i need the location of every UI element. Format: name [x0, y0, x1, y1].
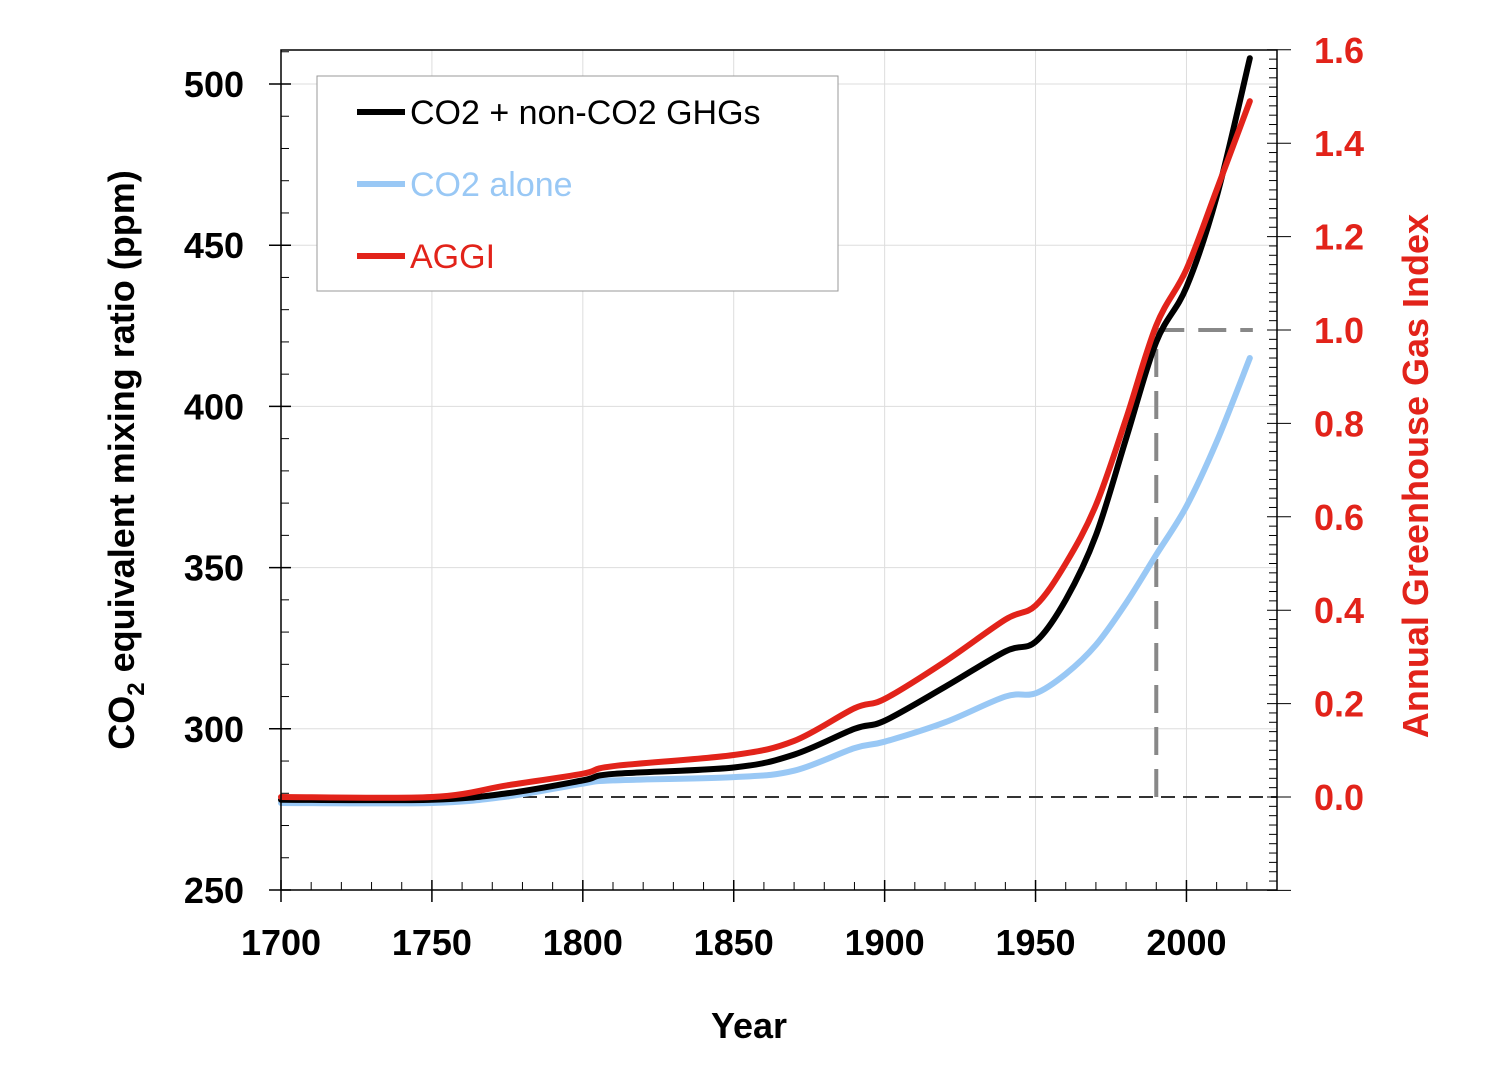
- y2-tick-label: 0.2: [1314, 684, 1364, 725]
- legend-label: CO2 + non-CO2 GHGs: [410, 94, 761, 132]
- x-axis-label: Year: [711, 1005, 787, 1046]
- y-tick-label: 500: [184, 64, 244, 105]
- y-tick-label: 250: [184, 870, 244, 911]
- x-tick-label: 1950: [995, 922, 1075, 963]
- y2-tick-labels: 0.0 0.2 0.4 0.6 0.8 1.0 1.2 1.4 1.6: [1314, 30, 1364, 818]
- series-lines: [278, 55, 1253, 807]
- series-line-0: [278, 55, 1253, 804]
- x-tick-label: 1750: [392, 922, 472, 963]
- y-tick-label: 350: [184, 548, 244, 589]
- y2-tick-label: 1.2: [1314, 217, 1364, 258]
- y2-tick-label: 1.4: [1314, 123, 1364, 164]
- reference-lines: [281, 328, 1277, 798]
- y2-tick-label: 1.0: [1314, 310, 1364, 351]
- series-line-2: [278, 98, 1253, 801]
- series-line-1: [278, 355, 1253, 807]
- x-tick-label: 2000: [1146, 922, 1226, 963]
- y-tick-label: 450: [184, 225, 244, 266]
- y2-tick-label: 0.4: [1314, 590, 1364, 631]
- x-tick-labels: 1700 1750 1800 1850 1900 1950 2000: [241, 922, 1227, 963]
- x-tick-label: 1700: [241, 922, 321, 963]
- ticks: [269, 49, 1291, 902]
- y2-tick-label: 0.8: [1314, 403, 1364, 444]
- y-tick-labels: 250 300 350 400 450 500: [184, 64, 244, 911]
- legend-label: AGGI: [410, 238, 495, 276]
- y2-tick-label: 0.0: [1314, 777, 1364, 818]
- legend: CO2 + non-CO2 GHGs CO2 alone AGGI: [316, 75, 839, 292]
- x-tick-label: 1800: [543, 922, 623, 963]
- legend-label: CO2 alone: [410, 166, 573, 204]
- y-tick-label: 300: [184, 709, 244, 750]
- y-tick-label: 400: [184, 386, 244, 427]
- x-tick-label: 1850: [694, 922, 774, 963]
- y2-axis-label: Annual Greenhouse Gas Index: [1395, 214, 1436, 738]
- y2-tick-label: 1.6: [1314, 30, 1364, 71]
- y2-tick-label: 0.6: [1314, 497, 1364, 538]
- y-axis-label: CO2 equivalent mixing ratio (ppm): [101, 170, 150, 749]
- x-tick-label: 1900: [845, 922, 925, 963]
